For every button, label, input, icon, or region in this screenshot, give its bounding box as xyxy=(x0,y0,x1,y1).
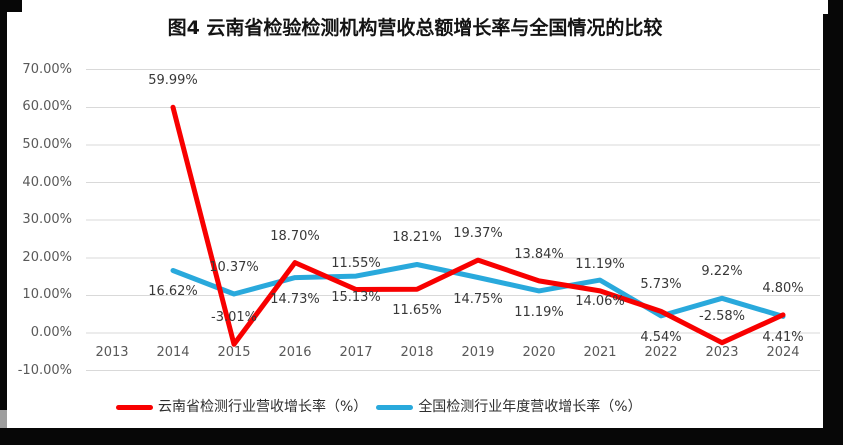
data-label: 18.21% xyxy=(392,230,442,246)
x-axis-year-label: 2022 xyxy=(644,345,678,360)
national-series-swatch xyxy=(376,404,414,410)
y-axis-tick-label: 60.00% xyxy=(22,99,72,115)
x-axis-year-label: 2014 xyxy=(156,345,190,360)
x-axis-year-label: 2019 xyxy=(461,345,495,360)
legend-label-national: 全国检测行业年度营收增长率（%） xyxy=(418,399,642,415)
data-label: 14.73% xyxy=(270,291,320,307)
data-label: 19.37% xyxy=(453,226,503,242)
data-label: -3.01% xyxy=(211,310,257,326)
data-label: 11.65% xyxy=(392,303,442,319)
data-label: 18.70% xyxy=(270,228,320,244)
data-label: 16.62% xyxy=(148,284,198,300)
data-label: 4.80% xyxy=(762,280,804,296)
data-label: 11.19% xyxy=(575,256,625,272)
y-axis-tick-label: -10.00% xyxy=(17,362,72,378)
chart-title: 图4 云南省检验检测机构营收总额增长率与全国情况的比较 xyxy=(167,17,663,39)
data-label: 11.19% xyxy=(514,304,564,320)
data-label: -2.58% xyxy=(699,308,745,324)
x-axis-year-label: 2023 xyxy=(705,345,739,360)
data-label: 13.84% xyxy=(514,246,564,262)
x-axis-year-label: 2020 xyxy=(522,345,556,360)
y-axis-tick-label: 50.00% xyxy=(22,136,72,152)
data-label: 14.06% xyxy=(575,294,625,310)
yunnan-series-swatch xyxy=(116,404,153,410)
y-axis-tick-label: 20.00% xyxy=(22,249,72,265)
legend-item-yunnan: 云南省检测行业营收增长率（%） xyxy=(116,397,367,417)
x-axis-year-label: 2021 xyxy=(583,345,617,360)
x-axis-year-label: 2024 xyxy=(766,345,800,360)
screen-border-top-left-notch xyxy=(0,0,22,12)
data-label: 4.54% xyxy=(640,329,682,345)
screen-border-right xyxy=(823,0,843,445)
national-series-line xyxy=(170,262,786,319)
data-label: 59.99% xyxy=(148,73,198,89)
data-label: 9.22% xyxy=(701,264,743,280)
data-label: 10.37% xyxy=(209,259,259,275)
y-axis-tick-label: 70.00% xyxy=(22,61,72,77)
legend-item-national: 全国检测行业年度营收增长率（%） xyxy=(376,397,642,417)
y-axis-tick-label: 0.00% xyxy=(30,325,72,340)
y-axis-tick-label: 40.00% xyxy=(22,174,72,190)
screen-border-bottom xyxy=(0,428,843,445)
data-label: 14.75% xyxy=(453,291,503,307)
legend: 云南省检测行业营收增长率（%） 全国检测行业年度营收增长率（%） xyxy=(116,397,642,417)
x-axis-year-label: 2018 xyxy=(400,345,434,360)
screen-white-notch xyxy=(823,0,828,14)
x-axis-year-label: 2015 xyxy=(217,345,251,360)
x-axis-year-label: 2013 xyxy=(95,345,129,360)
screen-border-left xyxy=(0,0,7,445)
data-label: 5.73% xyxy=(640,277,682,293)
x-axis-year-label: 2016 xyxy=(278,345,312,360)
scrollbar-fragment xyxy=(0,410,7,428)
data-label: 15.13% xyxy=(331,290,381,306)
y-axis-tick-label: 30.00% xyxy=(22,212,72,228)
yunnan-series-line xyxy=(170,104,786,347)
legend-label-yunnan: 云南省检测行业营收增长率（%） xyxy=(158,399,368,415)
data-label: 11.55% xyxy=(331,255,381,271)
data-label: 4.41% xyxy=(762,330,804,346)
y-axis-tick-label: 10.00% xyxy=(22,287,72,303)
x-axis-year-label: 2017 xyxy=(339,345,373,360)
